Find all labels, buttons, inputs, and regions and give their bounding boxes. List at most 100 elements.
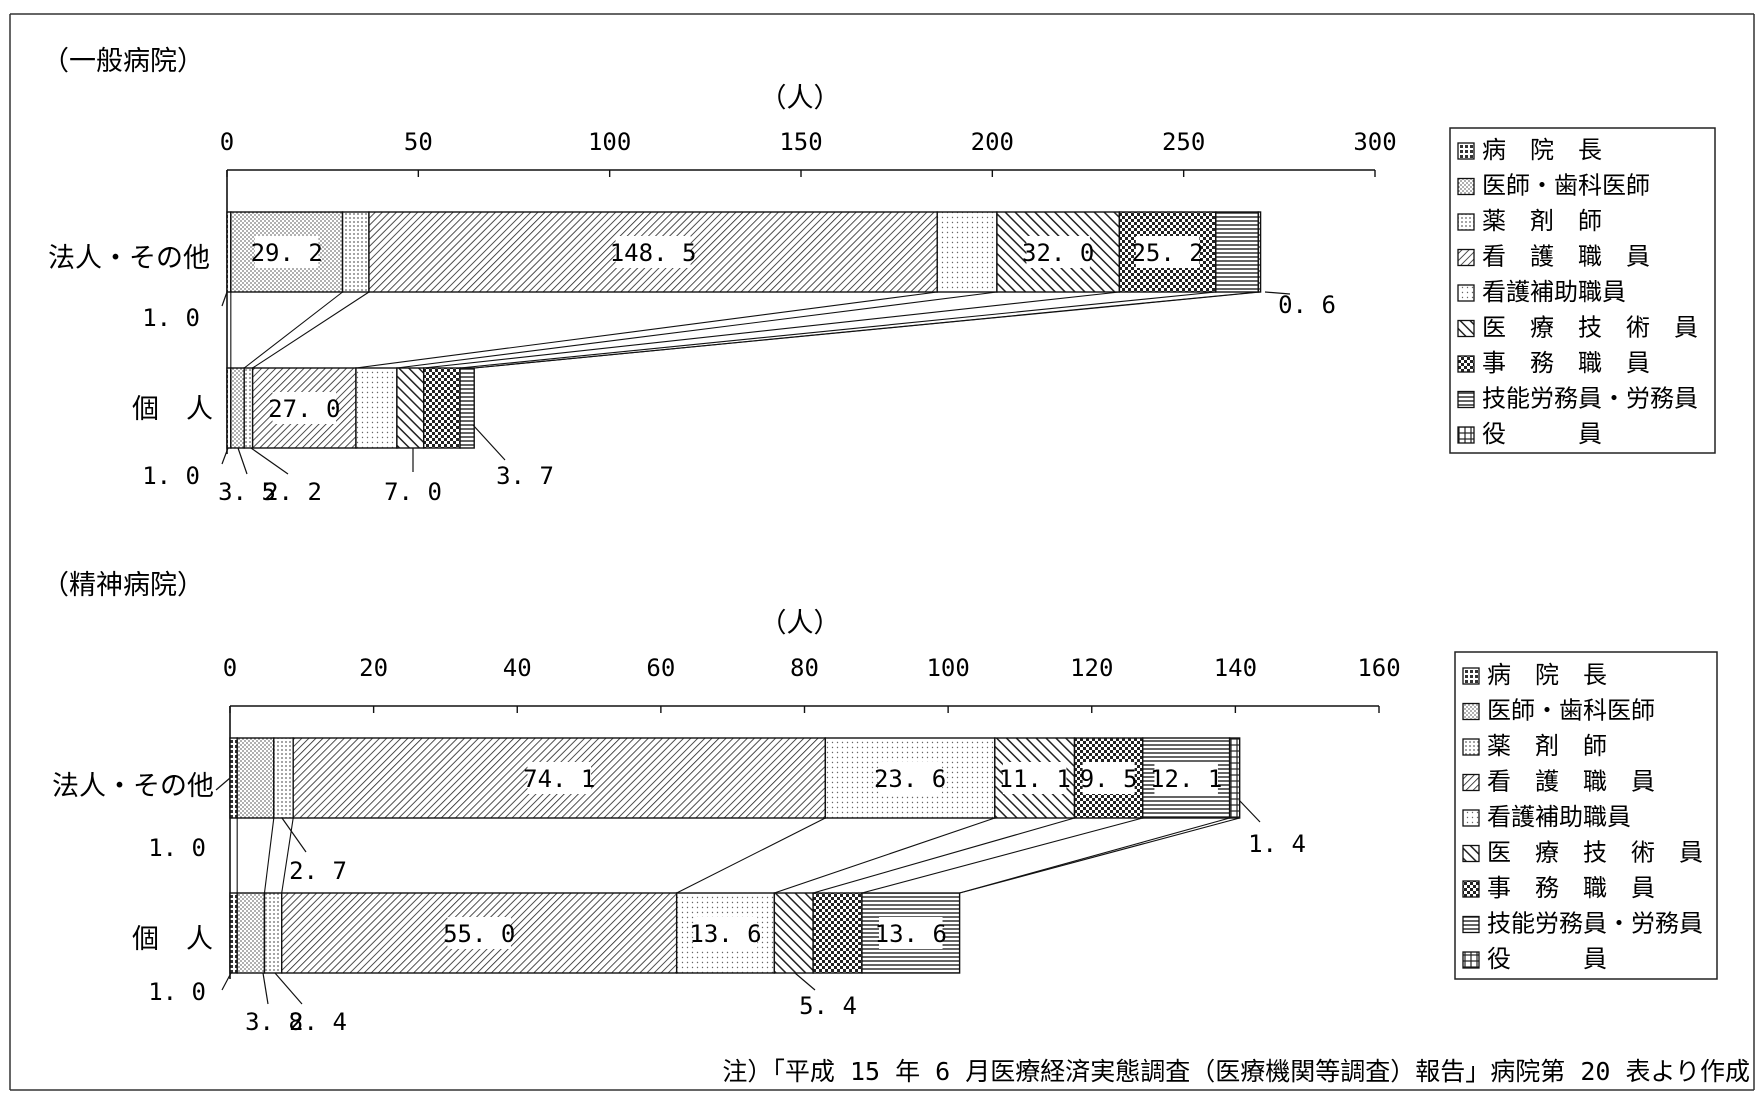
bar-segment-psych-0-1: [236, 737, 275, 819]
callout-label-psych-1-1: 3. 8: [245, 1008, 303, 1036]
legend-box-general: [1449, 127, 1716, 454]
callout-label-general-1-1: 3. 5: [218, 478, 276, 506]
callout-label-psych-0-0: 1. 0: [148, 834, 206, 862]
bar-value-label-psych-1-4: 13. 6: [689, 920, 761, 948]
x-tick-label-psych-1: 20: [359, 654, 388, 682]
x-tick-label-general-5: 250: [1162, 128, 1205, 156]
legend-label-general-5: 医 療 技 術 員: [1482, 314, 1698, 342]
x-tick-label-psych-8: 160: [1357, 654, 1400, 682]
connector-line-psych-1: [263, 817, 275, 894]
callout-line-psych-1-5: [794, 972, 816, 991]
x-tick-label-psych-7: 140: [1214, 654, 1257, 682]
connector-line-general-4: [396, 291, 997, 369]
callout-label-psych-1-2: 2. 4: [289, 1008, 347, 1036]
bar-value-label-general-0-1: 29. 2: [251, 239, 323, 267]
legend-swatch-general-1: [1457, 177, 1475, 196]
footnote: 注）「平成 15 年 6 月医療経済実態調査（医療機関等調査）報告」病院第 20…: [722, 1057, 1750, 1086]
callout-line-general-1-1: [237, 447, 248, 475]
bar-label-bg-psych-1-3: [447, 917, 511, 949]
x-tick-label-general-3: 150: [779, 128, 822, 156]
callout-label-general-1-2: 2. 2: [264, 478, 322, 506]
bar-segment-general-1-5: [396, 367, 425, 449]
x-tick-label-general-4: 200: [971, 128, 1014, 156]
bar-value-label-general-0-5: 32. 0: [1022, 239, 1094, 267]
legend-swatch-psych-6: [1462, 880, 1480, 898]
callout-label-psych-0-8: 1. 4: [1248, 830, 1306, 858]
legend-label-psych-5: 医 療 技 術 員: [1487, 839, 1703, 867]
callout-label-general-1-0: 1. 0: [142, 462, 200, 490]
legend-label-general-0: 病 院 長: [1482, 136, 1602, 164]
bar-value-label-psych-0-6: 9. 5: [1080, 765, 1138, 793]
unit-label-general: （人）: [760, 83, 841, 114]
legend-swatch-psych-3: [1462, 773, 1480, 792]
bar-value-label-psych-0-7: 12. 1: [1150, 765, 1222, 793]
callout-line-psych-0-0: [215, 777, 231, 791]
callout-line-psych-1-0: [221, 972, 232, 991]
bar-value-label-general-0-6: 25. 2: [1131, 239, 1203, 267]
callout-line-general-1-0: [221, 447, 229, 465]
legend-label-psych-3: 看 護 職 員: [1487, 768, 1655, 796]
callout-label-general-0-8: 0. 6: [1278, 291, 1336, 319]
bar-label-bg-psych-0-7: [1154, 762, 1218, 794]
bar-segment-general-0-7: [1215, 211, 1259, 293]
callout-line-general-0-0: [221, 291, 228, 307]
legend-label-psych-2: 薬 剤 師: [1487, 732, 1607, 760]
bar-label-bg-psych-0-3: [527, 762, 592, 794]
legend-swatch-psych-1: [1462, 702, 1480, 721]
legend-swatch-general-7: [1457, 390, 1475, 409]
unit-label-psychiatric: （人）: [760, 608, 841, 639]
legend-swatch-general-8: [1457, 426, 1475, 444]
legend-label-general-8: 役 員: [1482, 420, 1602, 448]
bar-label-bg-psych-0-6: [1082, 762, 1135, 794]
bar-value-label-general-0-3: 148. 5: [610, 239, 697, 267]
bar-segment-general-1-6: [422, 367, 461, 449]
bar-segment-psych-1-2: [263, 892, 283, 974]
legend-label-general-7: 技能労務員・労務員: [1482, 385, 1698, 413]
bar-label-bg-general-0-6: [1135, 236, 1200, 268]
bar-segment-psych-1-5: [773, 892, 814, 974]
bar-label-bg-general-1-3: [272, 392, 337, 424]
legend-label-general-3: 看 護 職 員: [1482, 243, 1650, 271]
legend-box-psychiatric: [1454, 651, 1718, 980]
bar-segment-general-0-8: [1257, 211, 1262, 293]
callout-line-general-0-8: [1264, 291, 1291, 295]
category-label-general-corp: 法人・その他: [48, 243, 210, 274]
bar-segment-psych-1-0: [229, 892, 238, 974]
x-tick-label-general-1: 50: [404, 128, 433, 156]
x-tick-label-general-0: 0: [220, 128, 234, 156]
connector-line-general-1: [243, 291, 343, 369]
legend-label-psych-0: 病 院 長: [1487, 661, 1607, 689]
legend-swatch-general-4: [1457, 284, 1475, 302]
bar-label-bg-psych-1-4: [693, 917, 758, 949]
legend-label-psych-1: 医師・歯科医師: [1487, 697, 1655, 725]
bar-segment-general-1-2: [243, 367, 254, 449]
bar-segment-general-1-7: [459, 367, 475, 449]
bar-label-bg-general-0-1: [254, 236, 319, 268]
bar-segment-general-0-4: [936, 211, 998, 293]
bar-value-label-psych-0-5: 11. 1: [999, 765, 1071, 793]
callout-label-general-0-0: 1. 0: [142, 304, 200, 332]
connector-line-psych-5: [812, 817, 1075, 894]
category-label-general-indiv: 個 人: [132, 394, 213, 425]
connector-line-general-5: [423, 291, 1120, 369]
legend-swatch-psych-2: [1462, 738, 1480, 756]
legend-label-general-1: 医師・歯科医師: [1482, 172, 1650, 200]
legend-label-general-6: 事 務 職 員: [1482, 349, 1650, 377]
bar-value-label-psych-1-3: 55. 0: [443, 920, 515, 948]
legend-label-psych-8: 役 員: [1487, 945, 1607, 973]
bar-value-label-psych-0-4: 23. 6: [874, 765, 946, 793]
bar-label-bg-psych-1-7: [879, 917, 943, 949]
connector-line-psych-8: [959, 817, 1240, 894]
legend-swatch-psych-5: [1462, 844, 1480, 863]
x-tick-label-psych-3: 60: [646, 654, 675, 682]
x-tick-label-psych-0: 0: [223, 654, 237, 682]
bar-segment-general-0-2: [341, 211, 370, 293]
x-tick-label-psych-4: 80: [790, 654, 819, 682]
bar-value-label-psych-0-3: 74. 1: [523, 765, 595, 793]
section-title-general: （一般病院）: [42, 46, 204, 77]
bar-segment-psych-1-6: [812, 892, 863, 974]
connector-line-psych-3: [676, 817, 826, 894]
